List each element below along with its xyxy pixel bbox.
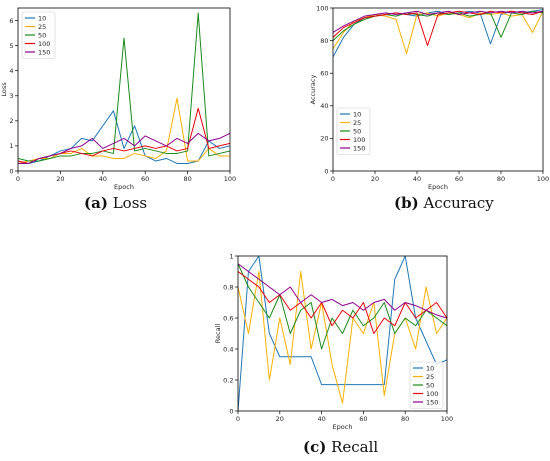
y-tick-label: 0.2 (223, 376, 233, 384)
series-line-10 (18, 110, 230, 164)
x-tick-label: 80 (183, 175, 191, 183)
y-tick-label: 0 (9, 167, 13, 175)
caption-accuracy-tag: (b) (394, 194, 419, 212)
series-line-150 (238, 263, 447, 319)
series-line-25 (238, 271, 447, 404)
x-axis-label: Epoch (428, 183, 448, 191)
y-tick-label: 3 (9, 92, 13, 100)
x-tick-label: 0 (16, 175, 20, 183)
y-tick-label: 0.8 (223, 283, 233, 291)
series-line-150 (333, 10, 543, 33)
legend-box (21, 11, 56, 59)
legend-label-10: 10 (38, 14, 46, 22)
caption-recall-text: Recall (331, 438, 379, 456)
legend-label-150: 150 (426, 398, 438, 406)
caption-loss-tag: (a) (84, 194, 108, 212)
y-axis-label: Accuracy (309, 75, 317, 105)
legend-label-150: 150 (38, 48, 50, 56)
caption-recall-tag: (c) (303, 438, 327, 456)
x-tick-label: 60 (141, 175, 149, 183)
legend-label-50: 50 (426, 381, 434, 389)
recall-chart: 0 20 40 60 80 100 0 0.2 0.4 0.6 0.8 1 Epoch Recall 102… (214, 252, 453, 431)
y-tick-label: 0 (229, 407, 233, 415)
legend-label-50: 50 (353, 127, 361, 135)
x-tick-label: 40 (317, 415, 325, 423)
series-line-50 (18, 12, 230, 162)
x-tick-label: 60 (455, 175, 463, 183)
y-tick-label: 80 (320, 37, 328, 45)
series-line-100 (238, 271, 447, 334)
x-tick-label: 100 (224, 175, 236, 183)
y-tick-label: 0 (324, 167, 328, 175)
series-line-25 (333, 11, 543, 55)
plot-frame (17, 7, 231, 172)
legend-box (336, 107, 371, 155)
y-tick-label: 6 (9, 17, 13, 25)
y-tick-label: 40 (320, 102, 328, 110)
series-line-10 (238, 256, 447, 411)
x-axis-label: Epoch (114, 183, 134, 191)
y-axis-label: Loss (0, 82, 8, 97)
y-tick-label: 20 (320, 135, 328, 143)
caption-loss-text: Loss (112, 194, 148, 212)
y-tick-label: 4 (9, 67, 13, 75)
legend-label-50: 50 (38, 31, 46, 39)
legend-label-10: 10 (353, 110, 361, 118)
x-tick-label: 100 (537, 175, 549, 183)
caption-accuracy-text: Accuracy (423, 194, 494, 212)
x-tick-label: 20 (371, 175, 379, 183)
x-tick-label: 100 (441, 415, 453, 423)
x-tick-label: 0 (331, 175, 335, 183)
legend-label-150: 150 (353, 144, 365, 152)
series-line-25 (18, 97, 230, 164)
legend-label-25: 25 (426, 373, 434, 381)
series-line-150 (18, 132, 230, 164)
x-axis-label: Epoch (333, 423, 353, 431)
caption-loss: (a) Loss (84, 194, 147, 212)
y-tick-label: 1 (9, 142, 13, 150)
x-tick-label: 40 (413, 175, 421, 183)
x-tick-label: 80 (497, 175, 505, 183)
series-line-10 (333, 9, 543, 58)
legend-label-10: 10 (426, 364, 434, 372)
plot-frame (332, 7, 544, 172)
legend-label-25: 25 (353, 119, 361, 127)
caption-recall: (c) Recall (303, 438, 378, 456)
series-line-100 (333, 10, 543, 46)
y-axis-label: Recall (214, 324, 222, 344)
x-tick-label: 40 (99, 175, 107, 183)
series-line-50 (238, 263, 447, 350)
x-tick-label: 80 (401, 415, 409, 423)
y-tick-label: 1 (229, 252, 233, 260)
series-line-100 (18, 107, 230, 164)
x-tick-label: 0 (236, 415, 240, 423)
legend-box (409, 361, 444, 409)
y-tick-label: 0.6 (223, 314, 233, 322)
x-tick-label: 20 (276, 415, 284, 423)
y-tick-label: 5 (9, 42, 13, 50)
y-tick-label: 2 (9, 117, 13, 125)
legend-label-100: 100 (38, 40, 50, 48)
y-tick-label: 0.4 (223, 345, 233, 353)
x-tick-label: 20 (56, 175, 64, 183)
y-tick-label: 60 (320, 70, 328, 78)
y-tick-label: 100 (316, 4, 328, 12)
accuracy-chart: 0 20 40 60 80 100 0 20 40 60 80 100 Epoch Accuracy 102… (309, 4, 549, 191)
legend-label-25: 25 (38, 23, 46, 31)
caption-accuracy: (b) Accuracy (394, 194, 494, 212)
plot-frame (237, 255, 448, 412)
x-tick-label: 60 (359, 415, 367, 423)
legend-label-100: 100 (426, 390, 438, 398)
legend-label-100: 100 (353, 136, 365, 144)
